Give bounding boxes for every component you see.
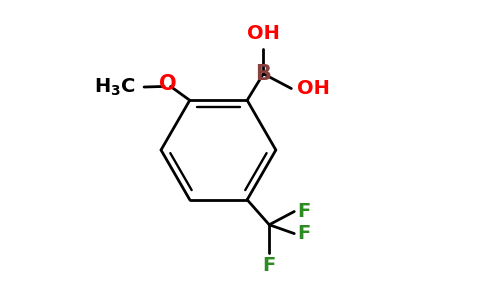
Text: B: B <box>256 64 272 84</box>
Text: F: F <box>297 224 310 243</box>
Text: OH: OH <box>247 24 280 43</box>
Text: $\mathregular{H_3C}$: $\mathregular{H_3C}$ <box>93 76 135 98</box>
Text: F: F <box>263 256 276 275</box>
Text: O: O <box>159 74 177 94</box>
Text: OH: OH <box>297 79 330 98</box>
Text: F: F <box>297 202 310 221</box>
